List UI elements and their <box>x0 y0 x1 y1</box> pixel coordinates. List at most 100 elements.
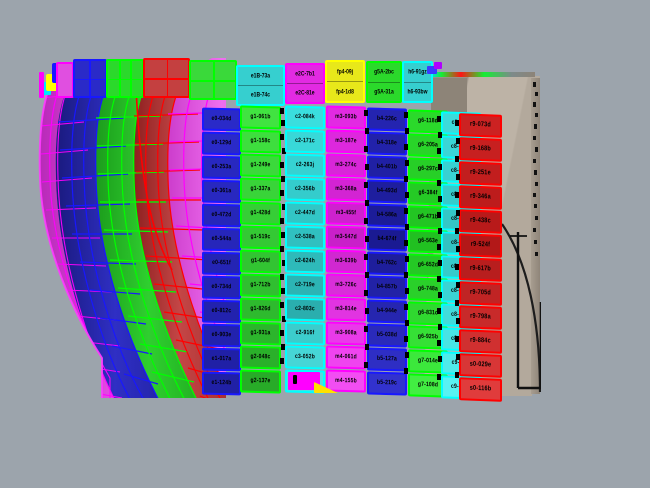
column-cyan-1[interactable]: c2-084k c2-171c c2-263j c2-356b c2-447d … <box>285 105 325 395</box>
element-cell[interactable]: g1-826d <box>240 297 281 322</box>
element-cell[interactable]: r9-705d <box>459 281 502 306</box>
element-cell[interactable]: g1-249e <box>240 153 281 178</box>
element-cell[interactable]: c2-263j <box>285 153 325 178</box>
strip-blue-left <box>73 59 107 98</box>
element-cell[interactable]: r9-524f <box>459 233 502 258</box>
mesh-gap-speckle <box>364 108 369 386</box>
strip-magenta-left <box>56 62 74 98</box>
background-mask-right <box>541 0 650 488</box>
element-cell[interactable]: c2-538a <box>285 225 325 250</box>
plate-cell: g5A-2bc <box>368 63 400 83</box>
element-cell[interactable]: e1-124b <box>202 371 241 396</box>
element-cell[interactable]: b5-219c <box>367 371 407 396</box>
element-cell[interactable]: c2-624h <box>285 249 325 274</box>
element-cell[interactable]: g1-519c <box>240 225 281 250</box>
element-cell[interactable]: e0-651f <box>202 251 241 276</box>
element-cell[interactable]: b5-127a <box>367 347 407 372</box>
mesh-gap-speckle <box>437 112 442 402</box>
background-mask-left <box>0 0 36 488</box>
element-cell[interactable]: g1-712b <box>240 273 281 298</box>
element-cell[interactable]: b4-586a <box>367 203 407 228</box>
column-red-1[interactable]: r9-073d r9-168b r9-251e r9-346a r9-438c … <box>459 113 502 403</box>
element-cell[interactable]: b4-674f <box>367 227 407 252</box>
accent-yellow-nose <box>46 74 57 91</box>
element-cell[interactable]: e0-472d <box>202 203 241 228</box>
plate-cell: e2C-81e <box>295 89 315 97</box>
element-cell[interactable]: m3-093b <box>326 105 366 130</box>
element-cell[interactable]: b4-857b <box>367 275 407 300</box>
element-cell[interactable]: r9-617b <box>459 257 502 282</box>
plate-cell: fp4-1d8 <box>336 87 354 96</box>
element-cell[interactable]: r9-251e <box>459 161 502 186</box>
element-cell[interactable]: m3-547d <box>326 225 366 250</box>
element-cell[interactable]: c2-171c <box>285 129 325 154</box>
element-cell[interactable]: s0-116b <box>459 377 502 402</box>
element-cell[interactable]: m3-814e <box>326 297 366 322</box>
column-magenta-1[interactable]: m3-093b m3-187e m3-274c m3-368a m3-455f … <box>326 105 366 393</box>
element-cell[interactable]: c2-803c <box>285 297 325 322</box>
element-cell[interactable]: c3-052b <box>285 345 325 370</box>
element-cell[interactable]: c2-916f <box>285 321 325 346</box>
element-cell[interactable]: m4-061d <box>326 345 366 370</box>
element-cell[interactable]: s0-029e <box>459 353 502 378</box>
element-cell[interactable]: m3-368a <box>326 177 366 202</box>
element-cell[interactable]: c2-356b <box>285 177 325 202</box>
mesh-gap-speckle <box>455 114 460 404</box>
plate-cell: e1B-74c <box>250 91 271 99</box>
element-cell[interactable]: e0-903e <box>202 323 241 348</box>
element-cell[interactable]: m3-187e <box>326 129 366 154</box>
element-cell[interactable]: c2-719e <box>285 273 325 298</box>
element-cell[interactable]: e0-129d <box>202 131 241 156</box>
element-cell[interactable]: e1-017a <box>202 347 241 372</box>
element-cell[interactable]: r9-168b <box>459 137 502 162</box>
element-cell[interactable]: m3-274c <box>326 153 366 178</box>
column-blue-1[interactable]: e0-034d e0-129d e0-253a e0-361a e0-472d … <box>202 107 241 397</box>
accent-yellow-bottom <box>314 382 338 393</box>
element-cell[interactable]: c2-447d <box>285 201 325 226</box>
element-cell[interactable]: r9-438c <box>459 209 502 234</box>
element-cell[interactable]: g2-137e <box>240 369 281 394</box>
element-cell[interactable]: r9-798a <box>459 305 502 330</box>
element-cell[interactable]: b5-038d <box>367 323 407 348</box>
plate-green-1[interactable]: g5A-2bc g5A-31a <box>366 61 402 103</box>
element-cell[interactable]: g1-061b <box>240 105 281 130</box>
element-cell[interactable]: e0-361a <box>202 179 241 204</box>
element-cell[interactable]: m3-726c <box>326 273 366 298</box>
plate-cell: fp4-09j <box>327 62 363 82</box>
element-cell[interactable]: e0-034d <box>202 107 241 132</box>
element-cell[interactable]: g1-604f <box>240 249 281 274</box>
element-cell[interactable]: e0-253a <box>202 155 241 180</box>
plate-magenta-1[interactable]: e2C-7b1 e2C-81e <box>285 63 325 104</box>
element-cell[interactable]: c2-084k <box>285 105 325 130</box>
background-mask-bottom-left <box>0 398 300 488</box>
element-cell[interactable]: e0-812c <box>202 299 241 324</box>
element-cell[interactable]: e0-734d <box>202 275 241 300</box>
element-cell[interactable]: g1-931a <box>240 321 281 346</box>
plate-yellow-1[interactable]: fp4-09j fp4-1d8 <box>325 60 365 103</box>
element-cell[interactable]: m3-908a <box>326 321 366 346</box>
element-cell[interactable]: g2-048c <box>240 345 281 370</box>
element-cell[interactable]: r9-073d <box>459 113 502 138</box>
element-cell[interactable]: b4-944e <box>367 299 407 324</box>
element-cell[interactable]: r9-884c <box>459 329 502 354</box>
reference-panel-right-edge <box>531 78 540 394</box>
element-cell[interactable]: g1-158c <box>240 129 281 154</box>
element-cell[interactable]: b4-318e <box>367 131 407 156</box>
element-cell[interactable]: g1-337a <box>240 177 281 202</box>
accent-blue-top-right <box>427 66 437 74</box>
element-cell[interactable]: m3-455f <box>326 201 366 226</box>
element-cell[interactable]: m3-639b <box>326 249 366 274</box>
element-cell[interactable]: r9-346a <box>459 185 502 210</box>
element-cell[interactable]: m4-155b <box>326 369 366 393</box>
element-cell[interactable]: b4-493d <box>367 179 407 204</box>
element-cell[interactable]: b4-226c <box>367 107 407 132</box>
column-blue-2[interactable]: b4-226c b4-318e b4-401b b4-493d b4-586a … <box>367 107 407 396</box>
element-cell[interactable]: b4-762c <box>367 251 407 276</box>
column-green-1[interactable]: g1-061b g1-158c g1-249e g1-337a g1-428d … <box>240 105 281 394</box>
plate-cyan-1[interactable]: e1B-73a e1B-74c <box>236 65 285 106</box>
element-cell[interactable]: e0-544a <box>202 227 241 252</box>
element-cell[interactable]: g1-428d <box>240 201 281 226</box>
element-cell[interactable]: b4-401b <box>367 155 407 180</box>
plate-cell: h6-93bw <box>407 88 428 96</box>
